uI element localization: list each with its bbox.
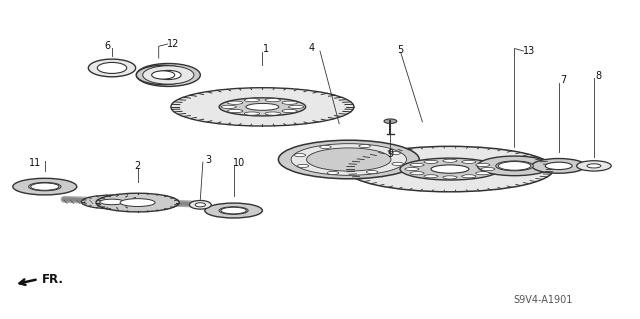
Text: S9V4-A1901: S9V4-A1901 [513, 295, 572, 305]
Ellipse shape [171, 88, 354, 126]
Text: 2: 2 [134, 161, 141, 171]
Ellipse shape [359, 145, 371, 148]
Ellipse shape [244, 99, 260, 102]
Ellipse shape [424, 160, 438, 163]
Text: 1: 1 [262, 44, 269, 55]
Ellipse shape [498, 161, 531, 170]
Ellipse shape [265, 99, 280, 102]
Ellipse shape [384, 119, 397, 123]
Ellipse shape [227, 109, 243, 113]
Text: 13: 13 [522, 46, 535, 56]
Ellipse shape [136, 63, 200, 86]
Ellipse shape [278, 140, 419, 179]
Ellipse shape [143, 66, 194, 84]
Ellipse shape [443, 159, 457, 162]
Ellipse shape [366, 170, 378, 174]
Ellipse shape [532, 159, 586, 173]
Ellipse shape [189, 200, 211, 209]
Ellipse shape [462, 175, 476, 178]
Ellipse shape [195, 203, 205, 207]
Ellipse shape [443, 176, 457, 179]
Ellipse shape [496, 161, 533, 171]
Ellipse shape [219, 207, 248, 214]
Text: FR.: FR. [42, 273, 63, 286]
Ellipse shape [410, 163, 424, 167]
Ellipse shape [400, 158, 500, 180]
Ellipse shape [481, 167, 495, 171]
Ellipse shape [545, 162, 572, 170]
Ellipse shape [392, 162, 403, 166]
Ellipse shape [205, 203, 262, 218]
Ellipse shape [88, 59, 136, 77]
Ellipse shape [282, 101, 298, 104]
Text: 3: 3 [205, 155, 211, 165]
Ellipse shape [291, 144, 406, 175]
Ellipse shape [282, 109, 298, 113]
Ellipse shape [389, 152, 401, 155]
Ellipse shape [136, 65, 190, 85]
Text: 4: 4 [308, 43, 315, 54]
Text: 8: 8 [595, 71, 602, 81]
Ellipse shape [265, 112, 280, 115]
Text: 7: 7 [560, 75, 566, 85]
Text: 6: 6 [104, 41, 111, 51]
Ellipse shape [424, 175, 438, 178]
Ellipse shape [462, 160, 476, 163]
Ellipse shape [152, 71, 175, 79]
Text: 12: 12 [166, 39, 179, 49]
Ellipse shape [97, 63, 127, 73]
Ellipse shape [476, 172, 490, 175]
Ellipse shape [246, 103, 279, 110]
Ellipse shape [294, 153, 306, 157]
Text: 9: 9 [387, 149, 394, 159]
Text: 11: 11 [29, 158, 42, 168]
Ellipse shape [587, 164, 601, 168]
Ellipse shape [221, 105, 236, 108]
Ellipse shape [410, 172, 424, 175]
Ellipse shape [13, 178, 77, 195]
Ellipse shape [476, 163, 490, 167]
Text: 10: 10 [233, 158, 246, 168]
Ellipse shape [81, 195, 143, 209]
Ellipse shape [431, 165, 469, 173]
Ellipse shape [297, 164, 308, 167]
Ellipse shape [96, 193, 179, 212]
Ellipse shape [327, 171, 339, 174]
Ellipse shape [244, 112, 260, 115]
Ellipse shape [29, 182, 61, 191]
Ellipse shape [477, 156, 552, 176]
Ellipse shape [577, 161, 611, 171]
Text: 5: 5 [397, 45, 404, 55]
Ellipse shape [31, 183, 59, 190]
Ellipse shape [307, 148, 391, 171]
Ellipse shape [221, 207, 246, 214]
Ellipse shape [333, 152, 384, 167]
Ellipse shape [227, 101, 243, 104]
Ellipse shape [405, 167, 419, 171]
Ellipse shape [120, 199, 155, 206]
Ellipse shape [156, 70, 181, 79]
Ellipse shape [219, 98, 306, 116]
Ellipse shape [346, 146, 554, 192]
Ellipse shape [100, 199, 124, 205]
Ellipse shape [320, 145, 332, 149]
Ellipse shape [289, 105, 304, 108]
